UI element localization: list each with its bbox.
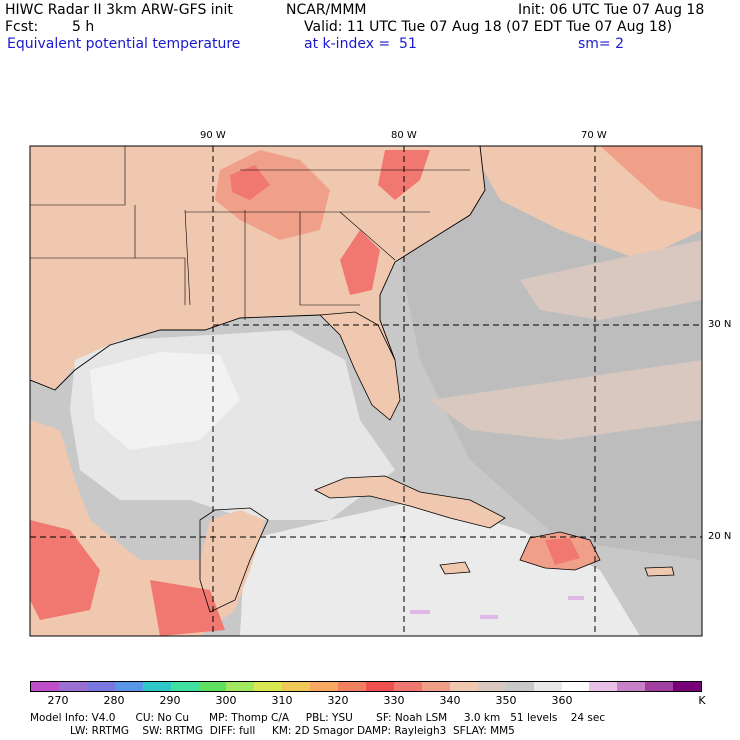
us-coastline <box>30 146 486 391</box>
lon-label-70w: 70 W <box>581 130 607 141</box>
hispaniola-hot-area <box>545 538 580 565</box>
us-hot-area-2 <box>378 150 430 200</box>
forecast-label: Fcst: <box>5 19 39 35</box>
color-scale-tick-label: 330 <box>383 694 405 707</box>
mexico-hot-area-1 <box>30 520 100 620</box>
model-info-line-2: LW: RRTMG SW: RRTMG DIFF: full KM: 2D Sm… <box>30 725 515 737</box>
color-scale-tick-label: 360 <box>551 694 573 707</box>
color-scale-segment <box>421 682 450 691</box>
color-scale-tick-label: 340 <box>439 694 461 707</box>
color-scale-segment <box>58 682 87 691</box>
atlantic-warm-core <box>600 146 702 210</box>
color-scale-tick-label: 350 <box>495 694 517 707</box>
mexico-hot-area-2 <box>150 580 225 636</box>
color-scale-segment <box>114 682 143 691</box>
color-scale-segment <box>617 682 646 691</box>
org-label: NCAR/MMM <box>286 2 367 18</box>
color-scale-segment <box>254 682 283 691</box>
state-borders <box>30 146 470 320</box>
color-scale-segment <box>226 682 255 691</box>
model-title: HIWC Radar II 3km ARW-GFS init <box>5 2 233 18</box>
yucatan-coast <box>199 507 269 613</box>
lon-label-80w: 80 W <box>391 130 417 141</box>
lat-label-20n: 20 N <box>708 531 732 542</box>
puerto-rico-island <box>644 566 675 577</box>
color-scale-segment <box>31 682 59 691</box>
color-scale-segment <box>338 682 367 691</box>
color-scale-segment <box>449 682 478 691</box>
caribbean-field <box>240 500 640 636</box>
color-scale-bar <box>30 681 702 692</box>
atlantic-band-2 <box>520 240 702 320</box>
color-scale-segment <box>533 682 562 691</box>
color-scale-segment <box>142 682 171 691</box>
smoothing-label: sm= 2 <box>578 36 625 52</box>
us-hot-area-3 <box>340 230 380 295</box>
color-scale-tick-label: 310 <box>271 694 293 707</box>
color-scale-segment <box>477 682 506 691</box>
color-scale-segment <box>310 682 339 691</box>
color-scale-segment <box>282 682 311 691</box>
cuba-island <box>314 475 506 529</box>
field-name: Equivalent potential temperature <box>7 36 241 52</box>
color-scale-tick-label: 290 <box>159 694 181 707</box>
init-time: Init: 06 UTC Tue 07 Aug 18 <box>518 2 705 18</box>
color-scale-tick-label: K <box>698 694 706 707</box>
low-theta-e-patches <box>410 596 584 619</box>
valid-time: Valid: 11 UTC Tue 07 Aug 18 (07 EDT Tue … <box>304 19 673 35</box>
color-scale-segment <box>393 682 422 691</box>
gulf-light-area <box>90 352 240 450</box>
florida-peninsula <box>319 311 401 421</box>
color-scale-segment <box>86 682 115 691</box>
map-frame <box>29 145 703 637</box>
color-scale-segment <box>589 682 618 691</box>
color-scale-segment <box>198 682 227 691</box>
color-scale-tick-label: 270 <box>47 694 69 707</box>
color-scale-tick-label: 300 <box>215 694 237 707</box>
level-label: at k-index = 51 <box>304 36 417 52</box>
color-scale-tick-label: 320 <box>327 694 349 707</box>
color-scale-segment <box>561 682 590 691</box>
color-scale-segment <box>170 682 199 691</box>
atlantic-band-3 <box>430 360 702 440</box>
color-scale-segment <box>366 682 394 691</box>
graticule <box>30 146 702 636</box>
color-scale-segment <box>673 682 702 691</box>
equivalent-potential-temperature-map <box>29 145 703 637</box>
jamaica-island <box>439 561 471 575</box>
lat-label-30n: 30 N <box>708 319 732 330</box>
color-scale-segment <box>505 682 534 691</box>
us-hot-area-1 <box>230 165 270 200</box>
forecast-hour: 5 h <box>72 19 95 35</box>
color-scale-segment <box>645 682 674 691</box>
map-panel: 90 W 80 W 70 W 30 N 20 N <box>0 120 740 650</box>
model-info-line-1: Model Info: V4.0 CU: No Cu MP: Thomp C/A… <box>30 712 606 724</box>
color-scale-tick-label: 280 <box>103 694 125 707</box>
lon-label-90w: 90 W <box>200 130 226 141</box>
